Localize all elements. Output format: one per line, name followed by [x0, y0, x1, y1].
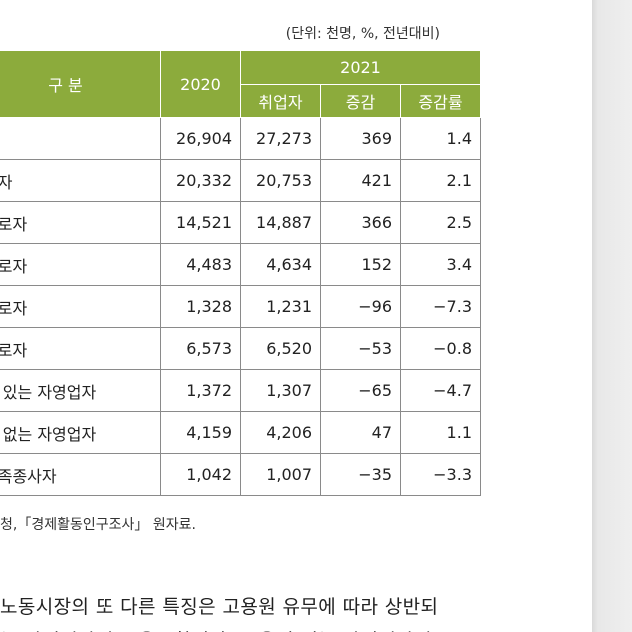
cell-2020: 1,372	[160, 369, 241, 412]
row-label: 로자	[0, 159, 161, 202]
body-paragraph: 노동시장의 또 다른 특징은 고용원 유무에 따라 상반되 는 자영업자의 고용…	[0, 590, 560, 632]
cell-rate: −4.7	[400, 369, 481, 412]
header-change-rate: 증감률	[400, 83, 481, 118]
cell-2021: 14,887	[240, 201, 321, 244]
table-row: 로자 20,332 20,753 421 2.1	[0, 159, 481, 202]
cell-2021: 1,007	[240, 453, 321, 496]
table-row: 원 없는 자영업자 4,159 4,206 47 1.1	[0, 411, 481, 454]
cell-change: −53	[320, 327, 401, 370]
cell-rate: 2.1	[400, 159, 481, 202]
cell-2021: 6,520	[240, 327, 321, 370]
header-category: 구 분	[0, 50, 161, 118]
document-page: (단위: 천명, %, 전년대비) 구 분 2020 2021 취업자 증감 증…	[0, 26, 560, 632]
cell-2021: 1,307	[240, 369, 321, 412]
body-line-1: 노동시장의 또 다른 특징은 고용원 유무에 따라 상반되	[0, 596, 439, 618]
unit-note: (단위: 천명, %, 전년대비)	[285, 26, 440, 42]
cell-change: 152	[320, 243, 401, 286]
employment-table: 구 분 2020 2021 취업자 증감 증감률 26,904 27,273 3…	[0, 50, 481, 496]
cell-2020: 26,904	[160, 117, 241, 160]
header-2021: 2021	[240, 50, 481, 85]
cell-rate: 2.5	[400, 201, 481, 244]
header-change: 증감	[320, 83, 401, 118]
row-label: 근로자	[0, 243, 161, 286]
cell-rate: −3.3	[400, 453, 481, 496]
cell-change: −35	[320, 453, 401, 496]
cell-2020: 4,159	[160, 411, 241, 454]
cell-change: 366	[320, 201, 401, 244]
cell-2021: 4,206	[240, 411, 321, 454]
table-row: 근로자 4,483 4,634 152 3.4	[0, 243, 481, 286]
row-label: 근로자	[0, 327, 161, 370]
cell-rate: −7.3	[400, 285, 481, 328]
cell-2021: 27,273	[240, 117, 321, 160]
cell-rate: −0.8	[400, 327, 481, 370]
table-row: 근로자 6,573 6,520 −53 −0.8	[0, 327, 481, 370]
row-label: 원 있는 자영업자	[0, 369, 161, 412]
cell-2020: 20,332	[160, 159, 241, 202]
table-row: 근로자 14,521 14,887 366 2.5	[0, 201, 481, 244]
row-label: 근로자	[0, 201, 161, 244]
source-note: 청,「경제활동인구조사」 원자료.	[0, 517, 196, 533]
cell-2020: 6,573	[160, 327, 241, 370]
cell-2021: 4,634	[240, 243, 321, 286]
row-label	[0, 117, 161, 160]
cell-2020: 4,483	[160, 243, 241, 286]
table-row: 근로자 1,328 1,231 −96 −7.3	[0, 285, 481, 328]
cell-2021: 20,753	[240, 159, 321, 202]
cell-rate: 3.4	[400, 243, 481, 286]
cell-2021: 1,231	[240, 285, 321, 328]
cell-rate: 1.1	[400, 411, 481, 454]
header-2020: 2020	[160, 50, 241, 118]
cell-rate: 1.4	[400, 117, 481, 160]
row-label: 원 없는 자영업자	[0, 411, 161, 454]
header-employed: 취업자	[240, 83, 321, 118]
cell-change: 47	[320, 411, 401, 454]
table-row: 원 있는 자영업자 1,372 1,307 −65 −4.7	[0, 369, 481, 412]
table-row: 가족종사자 1,042 1,007 −35 −3.3	[0, 453, 481, 496]
cell-change: 421	[320, 159, 401, 202]
table-row: 26,904 27,273 369 1.4	[0, 117, 481, 160]
cell-change: −65	[320, 369, 401, 412]
cell-2020: 14,521	[160, 201, 241, 244]
row-label: 가족종사자	[0, 453, 161, 496]
cell-2020: 1,328	[160, 285, 241, 328]
row-label: 근로자	[0, 285, 161, 328]
cell-change: −96	[320, 285, 401, 328]
page-gutter	[592, 0, 632, 632]
body-line-2: 는 자영업자의 고용동향이다. 고용원 없는 자영업자의 근	[0, 624, 560, 632]
cell-2020: 1,042	[160, 453, 241, 496]
cell-change: 369	[320, 117, 401, 160]
